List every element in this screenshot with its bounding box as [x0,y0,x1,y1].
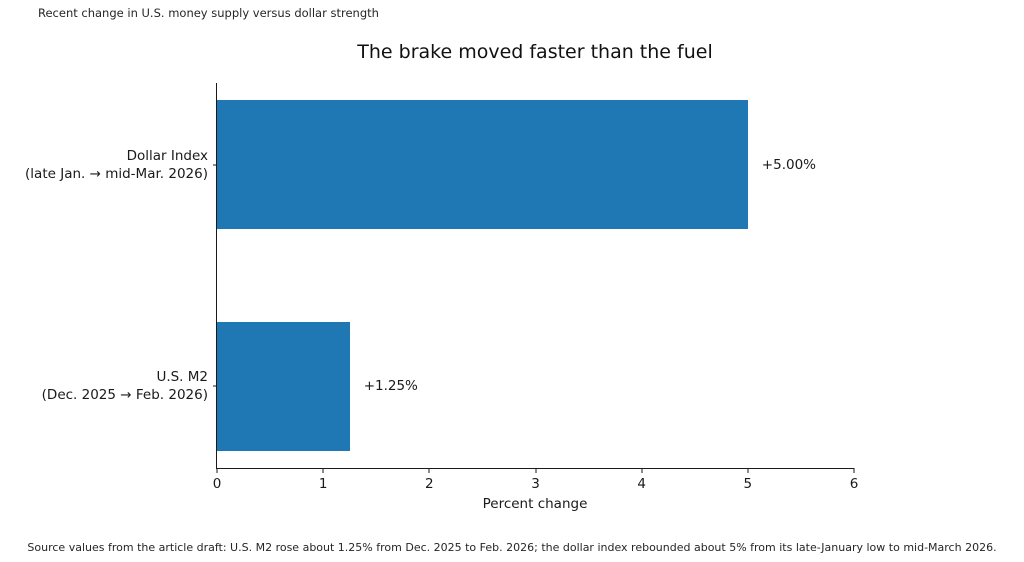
category-name: Dollar Index [126,147,208,164]
source-note: Source values from the article draft: U.… [27,541,997,554]
x-tick-mark [535,468,536,473]
x-tick-mark [322,468,324,473]
category-period: (late Jan. → mid-Mar. 2026) [25,165,208,182]
x-tick-label: 6 [849,476,859,492]
category-period: (Dec. 2025 → Feb. 2026) [41,387,208,404]
figure-caption: Recent change in U.S. money supply versu… [38,6,379,20]
y-tick-label: Dollar Index (late Jan. → mid-Mar. 2026) [25,147,208,183]
y-tick-label: U.S. M2 (Dec. 2025 → Feb. 2026) [42,368,208,404]
x-tick-label: 4 [637,476,646,492]
bar-value-label: +1.25% [363,378,418,395]
bar-1 [217,322,350,451]
bar-value-label: +5.00% [761,156,816,173]
category-name: U.S. M2 [156,369,208,386]
x-tick-mark [747,468,749,473]
y-tick-mark [213,385,217,387]
x-tick-label: 1 [318,476,328,492]
x-tick-mark [216,468,218,473]
x-tick-label: 3 [531,476,540,492]
x-tick-mark [641,468,643,473]
bar-0 [217,100,748,229]
plot-area: +5.00% Dollar Index (late Jan. → mid-Mar. … [25,83,858,492]
x-tick-mark [428,468,430,473]
x-tick-mark [853,468,855,473]
y-tick-mark [213,164,217,166]
x-axis-label: Percent change [482,496,588,512]
x-tick-label: 0 [212,476,222,492]
x-tick-label: 5 [743,476,753,492]
chart-title: The brake moved faster than the fuel [357,41,713,63]
x-tick-label: 2 [425,476,434,492]
